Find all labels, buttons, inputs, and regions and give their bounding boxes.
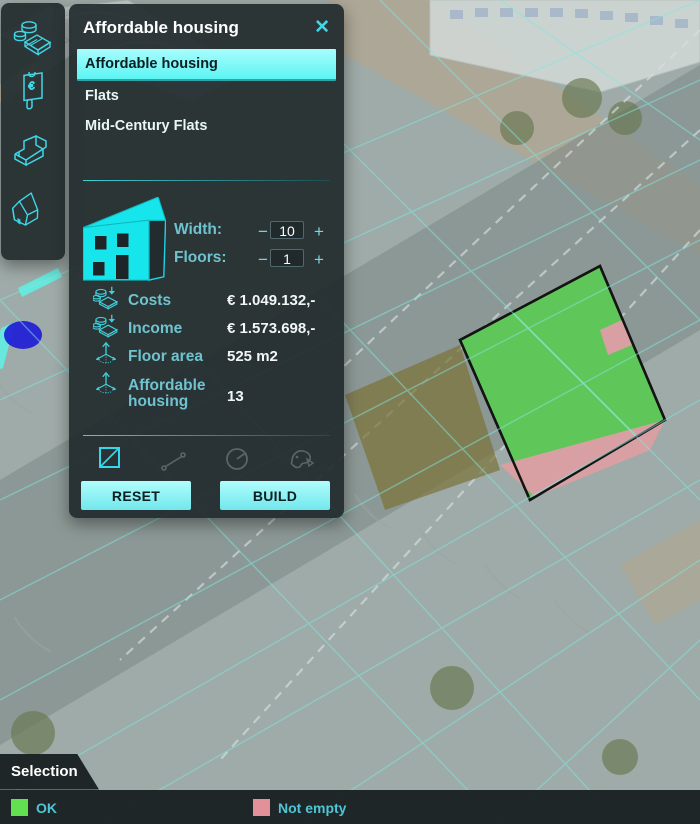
svg-text:€: € — [28, 80, 34, 93]
